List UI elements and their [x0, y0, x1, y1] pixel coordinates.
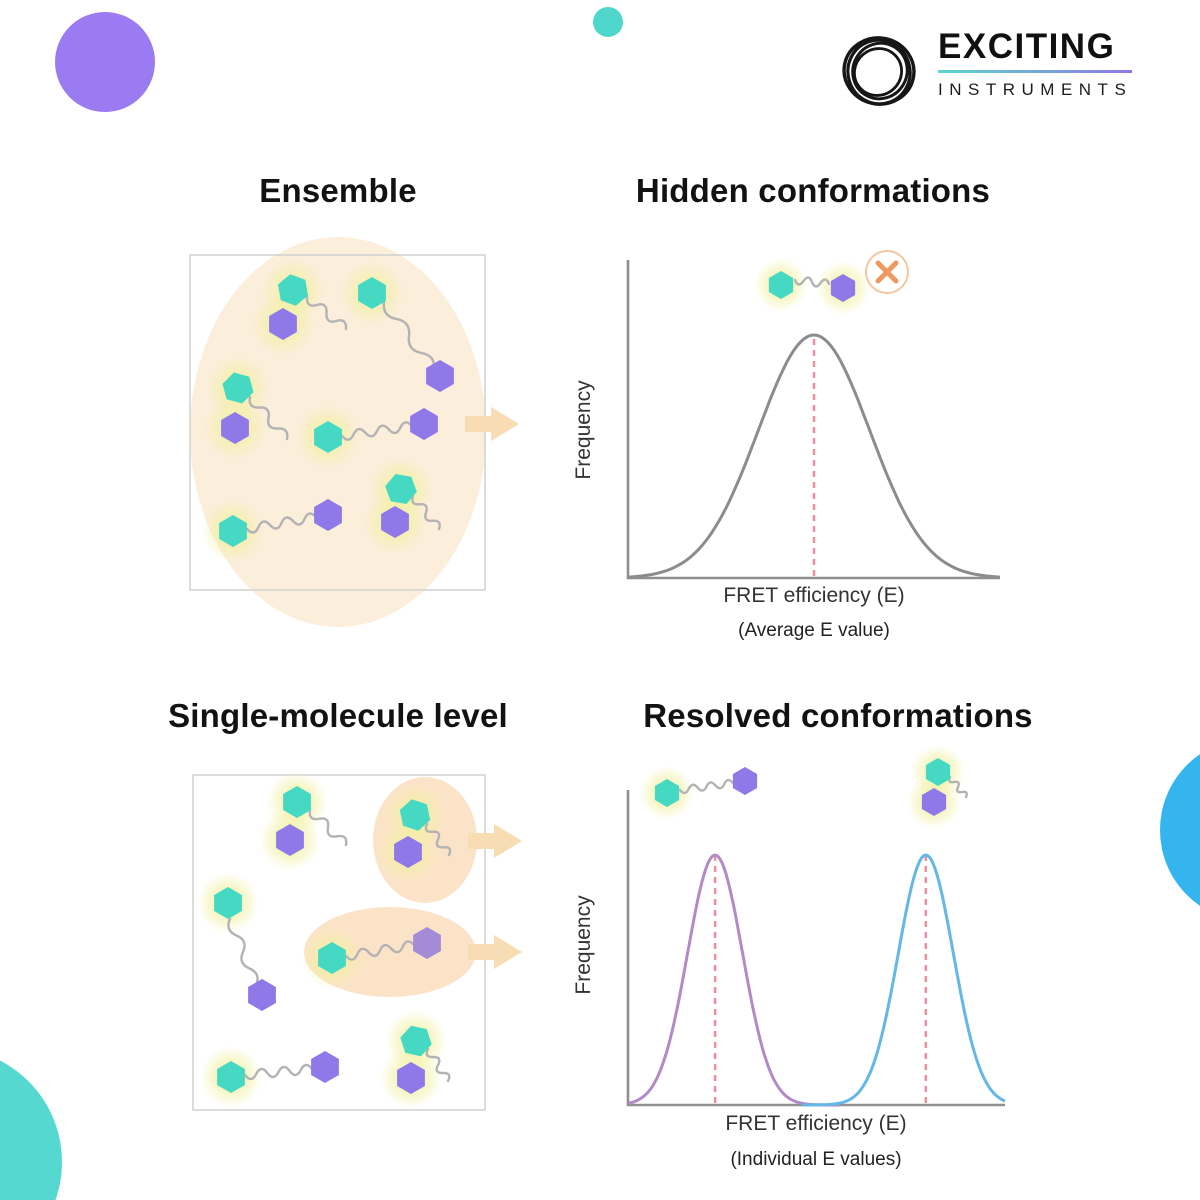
chart-axes [626, 260, 1000, 580]
donor-hexagon-icon [400, 1025, 432, 1057]
donor-hexagon-icon [278, 274, 308, 306]
fret-pair-molecule [252, 259, 348, 355]
fret-pair-molecule [640, 766, 758, 820]
fret-pair-molecule [754, 258, 870, 315]
brand-subname: INSTRUMENTS [938, 79, 1133, 99]
hidden-conformations-chart: Frequency FRET efficiency (E) (Average E… [572, 250, 1001, 641]
chart-axes [626, 790, 1005, 1107]
acceptor-hexagon-icon [410, 408, 438, 440]
acceptor-hexagon-icon [248, 979, 276, 1011]
fret-pair-molecule [907, 745, 968, 829]
fret-pair-molecule [197, 872, 276, 1011]
polymer-chain-icon [340, 421, 414, 441]
polymer-chain-icon [382, 300, 436, 372]
polymer-chain-icon [948, 775, 968, 799]
brand-logo: EXCITING INSTRUMENTS [836, 27, 1133, 114]
donor-hexagon-icon [318, 942, 346, 974]
acceptor-hexagon-icon [413, 927, 441, 959]
distribution-curve [627, 853, 839, 1107]
single-molecule-title: Single-molecule level [168, 697, 508, 734]
resolved-conformations-title: Resolved conformations [643, 697, 1033, 734]
fret-pair-molecule [259, 771, 348, 871]
donor-hexagon-icon [222, 372, 254, 404]
hidden-caption: (Average E value) [738, 620, 890, 641]
acceptor-hexagon-icon [276, 824, 304, 856]
acceptor-hexagon-icon [269, 308, 297, 340]
decorative-circle-purple [55, 12, 155, 112]
cross-circle-icon [865, 250, 909, 294]
donor-hexagon-icon [314, 421, 342, 453]
donor-hexagon-icon [283, 786, 311, 818]
fret-pair-molecule [301, 927, 441, 989]
polymer-chain-icon [424, 822, 452, 857]
hidden-ylabel: Frequency [572, 380, 595, 480]
donor-hexagon-icon [385, 474, 417, 504]
acceptor-hexagon-icon [426, 360, 454, 392]
arrow-right-icon [468, 824, 522, 858]
polymer-chain-icon [308, 808, 348, 847]
resolved-xlabel: FRET efficiency (E) [725, 1112, 906, 1135]
polymer-chain-icon [245, 512, 318, 534]
polymer-chain-icon [227, 917, 259, 987]
donor-hexagon-icon [654, 779, 680, 807]
decorative-circle-blue [1160, 754, 1200, 906]
acceptor-hexagon-icon [394, 836, 422, 868]
polymer-chain-icon [411, 494, 441, 531]
arrow-right-icon [468, 935, 522, 969]
fret-pair-molecule [364, 458, 441, 553]
ensemble-title: Ensemble [259, 172, 417, 209]
polymer-chain-icon [248, 395, 289, 441]
ensemble-illustration [189, 237, 519, 627]
polymer-chain-icon [243, 1063, 314, 1081]
fret-pair-molecule [297, 406, 438, 468]
resolved-ylabel: Frequency [572, 895, 595, 995]
logo-rings-icon [842, 36, 916, 106]
fret-pair-molecule [377, 784, 452, 883]
resolved-conformations-chart: Frequency FRET efficiency (E) (Individua… [572, 745, 1006, 1170]
fret-pair-molecule [200, 1046, 339, 1108]
donor-hexagon-icon [358, 277, 386, 309]
fret-pair-molecule [380, 1010, 451, 1109]
distribution-curve [627, 333, 1001, 579]
brand-name: EXCITING [938, 27, 1116, 66]
donor-hexagon-icon [214, 887, 242, 919]
hidden-conformations-title: Hidden conformations [635, 172, 991, 209]
brand-text-block: EXCITING INSTRUMENTS [938, 27, 1133, 100]
donor-hexagon-icon [768, 271, 794, 299]
distribution-curve [802, 853, 1006, 1107]
acceptor-hexagon-icon [381, 506, 409, 538]
fret-pair-molecule [204, 357, 289, 459]
decorative-circle-teal-corner [0, 1060, 62, 1200]
acceptor-hexagon-icon [732, 767, 758, 795]
donor-hexagon-icon [219, 515, 247, 547]
single-molecule-illustration [192, 771, 522, 1111]
acceptor-hexagon-icon [311, 1051, 339, 1083]
donor-hexagon-icon [399, 799, 431, 831]
acceptor-hexagon-icon [830, 274, 856, 302]
polymer-chain-icon [344, 940, 416, 961]
decorative-circle-teal-small [593, 7, 623, 37]
polymer-chain-icon [305, 295, 348, 331]
acceptor-hexagon-icon [314, 499, 342, 531]
polymer-chain-icon [793, 276, 831, 288]
fret-pair-molecule [341, 262, 454, 392]
resolved-caption: (Individual E values) [730, 1149, 901, 1170]
arrow-right-icon [465, 407, 519, 441]
acceptor-hexagon-icon [221, 412, 249, 444]
hidden-xlabel: FRET efficiency (E) [723, 584, 904, 607]
acceptor-hexagon-icon [921, 788, 947, 816]
fret-pair-molecule [202, 499, 342, 562]
sample-box [192, 774, 486, 1111]
brand-gradient-rule [938, 69, 1133, 73]
acceptor-hexagon-icon [397, 1062, 425, 1094]
polymer-chain-icon [678, 778, 735, 795]
polymer-chain-icon [425, 1047, 451, 1083]
donor-hexagon-icon [217, 1061, 245, 1093]
donor-hexagon-icon [925, 758, 951, 786]
